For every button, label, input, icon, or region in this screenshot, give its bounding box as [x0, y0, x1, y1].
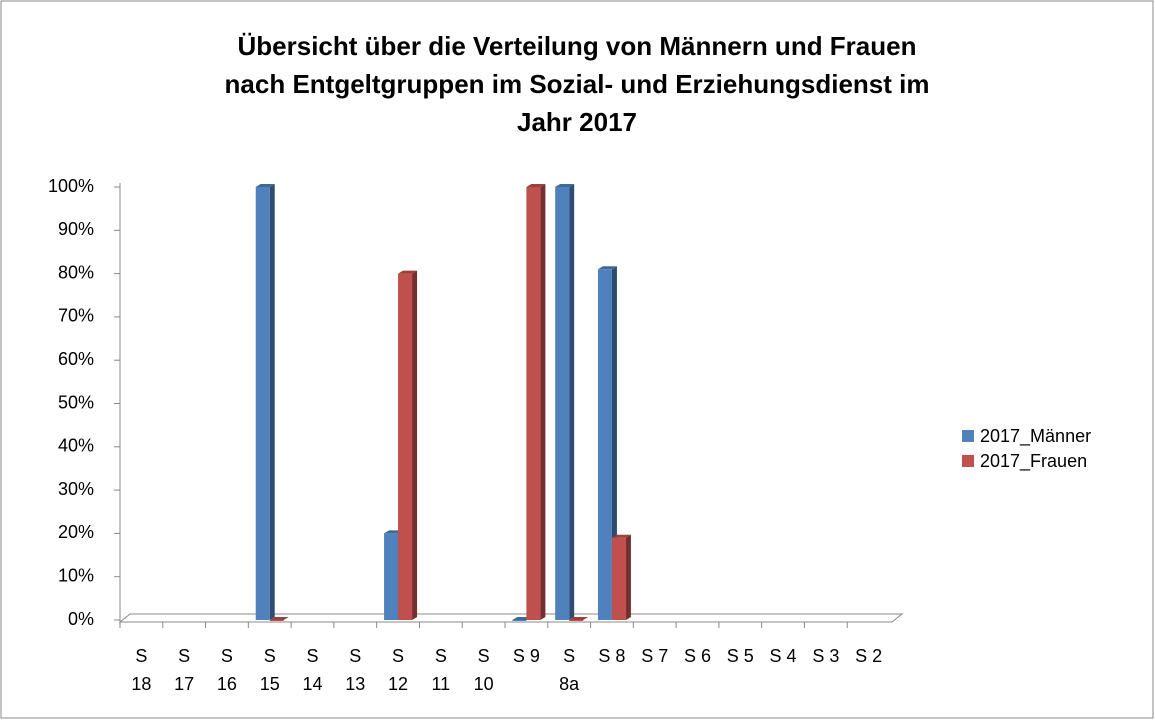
bar-top: [526, 184, 546, 187]
bar-top: [269, 617, 289, 620]
y-tick-label: 20%: [58, 522, 94, 542]
bar-top: [611, 534, 631, 538]
x-tick-label: S 3: [812, 646, 840, 666]
x-tick-label: S 12: [388, 646, 409, 694]
x-tick-label: S 8a: [559, 646, 580, 694]
y-tick-label: 100%: [48, 176, 94, 196]
x-tick-label: S 8: [598, 646, 626, 666]
bar-side: [625, 534, 631, 620]
y-tick-label: 70%: [58, 306, 94, 326]
x-tick-label: S 11: [431, 646, 451, 694]
x-tick-label: S 4: [769, 646, 797, 666]
bar: [555, 187, 570, 620]
y-tick-label: 10%: [58, 565, 94, 585]
bar: [512, 620, 527, 621]
y-tick-label: 40%: [58, 436, 94, 456]
x-tick-label: S 2: [855, 646, 883, 666]
legend-swatch: [962, 455, 974, 467]
x-tick-label: S 15: [259, 646, 280, 694]
x-tick-label: S 18: [131, 646, 152, 694]
x-tick-label: S 10: [473, 646, 494, 694]
chart-title: Übersicht über die Verteilung von Männer…: [238, 31, 917, 61]
bar-side: [540, 184, 546, 620]
x-tick-label: S 14: [302, 646, 323, 694]
x-tick-label: S 16: [216, 646, 237, 694]
bar: [269, 620, 284, 621]
y-tick-label: 30%: [58, 479, 94, 499]
y-tick-label: 80%: [58, 262, 94, 282]
bar-side: [412, 270, 418, 620]
legend-label: 2017_Frauen: [980, 451, 1087, 472]
legend-label: 2017_Männer: [980, 426, 1091, 447]
bar-top: [555, 184, 575, 187]
bar: [398, 273, 413, 620]
x-tick-label: S 6: [683, 646, 712, 666]
bar-side: [269, 184, 275, 620]
bar-top: [569, 617, 589, 620]
bar-top: [398, 270, 418, 274]
bar: [526, 187, 541, 620]
floor: [118, 613, 904, 623]
x-tick-label: S 7: [641, 646, 669, 666]
x-tick-label: S 17: [174, 646, 195, 694]
y-tick-label: 0%: [68, 609, 94, 629]
x-tick-label: S 9: [512, 646, 540, 666]
legend-swatch: [962, 430, 974, 442]
bar: [611, 537, 626, 620]
bar: [384, 533, 399, 620]
y-tick-label: 50%: [58, 392, 94, 412]
chart-title: Jahr 2017: [517, 107, 637, 137]
bar-top: [255, 184, 275, 187]
bar: [569, 620, 584, 621]
x-tick-label: S 13: [345, 646, 366, 694]
y-tick-label: 90%: [58, 219, 94, 239]
bar-side: [569, 184, 575, 620]
bar-side: [611, 266, 617, 620]
y-tick-label: 60%: [58, 349, 94, 369]
chart-title: nach Entgeltgruppen im Sozial- und Erzie…: [225, 69, 930, 99]
bar: [255, 187, 270, 620]
bar: [597, 269, 612, 620]
x-tick-label: S 5: [726, 646, 754, 666]
bar-top: [597, 266, 617, 270]
